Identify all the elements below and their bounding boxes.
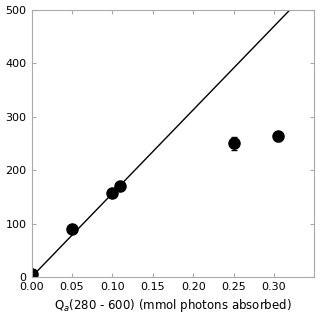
X-axis label: Q$_a$(280 - 600) (mmol photons absorbed): Q$_a$(280 - 600) (mmol photons absorbed)	[54, 298, 292, 315]
